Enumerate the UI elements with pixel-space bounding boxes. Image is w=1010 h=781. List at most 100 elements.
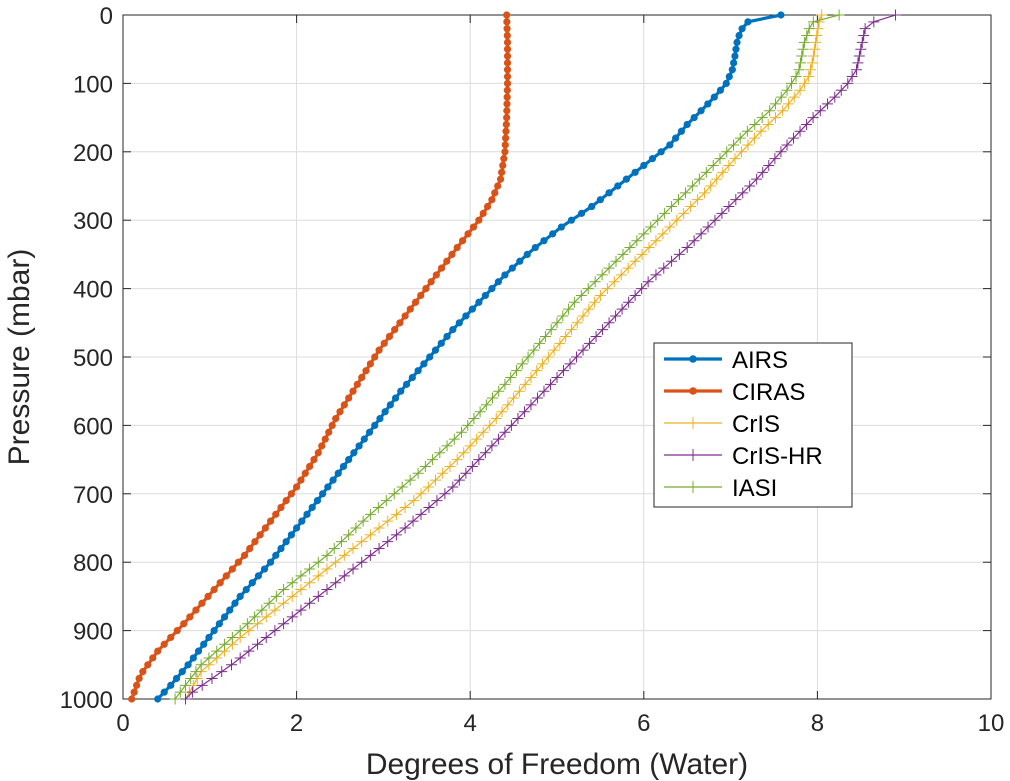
data-point (269, 604, 281, 616)
data-point (381, 408, 389, 416)
data-point (304, 577, 316, 589)
data-point (793, 64, 805, 76)
data-point (583, 303, 595, 315)
data-point (717, 166, 729, 178)
data-point (744, 180, 756, 192)
data-point (549, 230, 557, 238)
data-point (234, 652, 246, 664)
data-point (356, 536, 368, 548)
data-point (321, 435, 329, 443)
data-point (733, 38, 741, 46)
data-point (234, 625, 246, 637)
data-point (732, 45, 740, 53)
data-point (173, 627, 181, 635)
data-point (135, 674, 143, 683)
x-axis-label: Degrees of Freedom (Water) (366, 748, 748, 781)
data-point (252, 638, 264, 650)
data-point (503, 114, 511, 122)
data-point (198, 599, 206, 607)
data-point (448, 433, 460, 445)
data-point (589, 276, 601, 288)
x-tick-label: 8 (811, 710, 824, 737)
data-point (852, 57, 864, 69)
data-point (811, 30, 823, 42)
series-ciras (128, 11, 512, 703)
data-point (797, 43, 809, 55)
data-point (716, 207, 728, 219)
data-point (835, 84, 847, 96)
data-point (503, 38, 512, 46)
data-point (277, 544, 285, 553)
data-point (406, 305, 414, 313)
data-point (350, 522, 362, 534)
data-point (203, 652, 215, 664)
data-point (484, 419, 496, 431)
data-point (695, 228, 707, 240)
data-point (512, 413, 524, 425)
data-point (503, 72, 512, 81)
data-point (269, 625, 281, 637)
data-point (423, 501, 435, 513)
data-point (605, 189, 613, 197)
data-point (390, 529, 402, 541)
data-point (376, 414, 384, 423)
data-point (725, 72, 733, 81)
data-point (729, 153, 741, 165)
data-point (420, 360, 428, 368)
data-point (557, 223, 565, 231)
data-point (748, 132, 760, 144)
data-point (571, 317, 583, 329)
data-point (226, 659, 237, 671)
data-point (749, 118, 761, 130)
data-point (228, 565, 236, 573)
data-point (386, 401, 394, 409)
data-point (503, 25, 511, 33)
y-tick-label: 600 (73, 413, 113, 440)
data-point (391, 394, 400, 402)
data-point (471, 433, 483, 445)
data-point (850, 64, 862, 76)
data-point (503, 107, 511, 115)
data-point (313, 497, 322, 505)
data-point (332, 414, 340, 423)
data-point (518, 406, 530, 418)
data-point (417, 291, 425, 300)
data-point (443, 257, 451, 265)
series-cris (179, 9, 828, 705)
data-point (278, 597, 290, 609)
data-point (777, 105, 789, 117)
data-point (487, 392, 499, 404)
data-point (617, 248, 629, 260)
x-tick-label: 0 (116, 710, 129, 737)
data-point (596, 196, 605, 204)
data-point (681, 242, 693, 254)
data-point (751, 173, 763, 185)
data-point (859, 23, 871, 35)
data-point (455, 319, 463, 327)
data-point (855, 43, 867, 55)
data-point (439, 488, 451, 500)
data-point (297, 476, 305, 484)
data-point (355, 442, 363, 450)
data-point (178, 668, 186, 676)
data-point (186, 613, 194, 621)
data-point (362, 367, 370, 375)
data-point (222, 572, 230, 580)
data-point (705, 180, 717, 192)
data-point (243, 645, 255, 657)
data-point (293, 524, 301, 532)
data-point (503, 66, 512, 74)
data-point (304, 563, 316, 575)
data-point (190, 666, 202, 678)
data-point (357, 515, 369, 527)
data-point (738, 25, 746, 33)
data-point (687, 481, 699, 493)
data-point (468, 305, 476, 313)
series-cris-hr (179, 9, 902, 705)
data-point (353, 380, 361, 388)
data-point (210, 585, 218, 594)
data-point (451, 454, 463, 466)
data-point (260, 611, 272, 623)
data-point (519, 378, 531, 390)
data-point (648, 155, 657, 163)
